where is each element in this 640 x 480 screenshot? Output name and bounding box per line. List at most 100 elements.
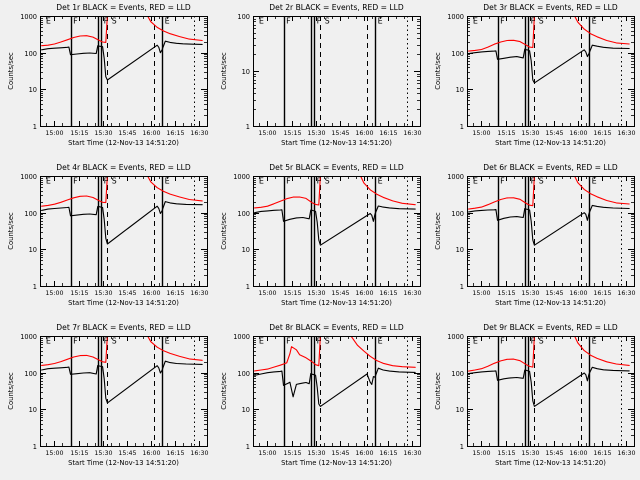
series-lld <box>41 16 203 47</box>
panel-title: Det 4r BLACK = Events, RED = LLD <box>56 163 191 172</box>
event-marker-label: F <box>104 17 109 26</box>
x-tick-label: 15:45 <box>332 130 350 137</box>
event-marker-label: S <box>325 17 330 26</box>
x-tick-label: 15:30 <box>308 450 326 457</box>
series-lld <box>254 176 417 209</box>
y-tick-label: 1 <box>246 443 250 451</box>
y-axis-label: Counts/sec <box>7 212 15 250</box>
event-marker-label: F <box>500 17 505 26</box>
y-tick-label: 1 <box>459 443 463 451</box>
y-tick-label: 100 <box>238 370 251 378</box>
chart-panel-8: Det 8r BLACK = Events, RED = LLD E F F S E 1 10… <box>213 320 427 480</box>
x-tick-label: 15:00 <box>259 450 277 457</box>
x-tick-label: 15:30 <box>94 290 112 297</box>
event-marker-label: E <box>472 177 477 186</box>
chart-panel-9: Det 9r BLACK = Events, RED = LLD E F F S E 1 10… <box>426 320 640 480</box>
panel-title: Det 7r BLACK = Events, RED = LLD <box>56 323 191 332</box>
plot-frame <box>466 16 635 127</box>
event-marker-label: F <box>530 177 535 186</box>
event-marker-label: S <box>538 17 543 26</box>
event-marker-label: F <box>317 177 322 186</box>
event-marker-label: E <box>46 337 51 346</box>
x-tick-label: 16:30 <box>404 290 422 297</box>
x-tick-label: 16:30 <box>190 290 208 297</box>
panel-title: Det 8r BLACK = Events, RED = LLD <box>270 323 405 332</box>
event-marker-label: E <box>46 17 51 26</box>
y-axis-label: Counts/sec <box>434 372 442 410</box>
x-tick-label: 15:00 <box>45 130 63 137</box>
x-tick-label: 15:00 <box>45 290 63 297</box>
event-marker-label: F <box>500 337 505 346</box>
plot-frame <box>40 176 208 287</box>
x-tick-label: 16:15 <box>593 290 611 297</box>
event-marker-label: S <box>538 177 543 186</box>
x-axis-label: Start Time (12-Nov-13 14:51:20) <box>68 139 179 147</box>
x-tick-label: 15:45 <box>118 130 136 137</box>
x-tick-label: 16:30 <box>617 130 635 137</box>
y-tick-label: 100 <box>451 50 464 58</box>
x-tick-label: 15:00 <box>259 130 277 137</box>
event-marker-label: F <box>317 337 322 346</box>
x-tick-label: 16:15 <box>166 450 184 457</box>
y-tick-label: 100 <box>238 13 251 21</box>
y-tick-label: 1000 <box>447 13 464 21</box>
event-marker-label: E <box>165 17 170 26</box>
plot-frame <box>40 336 208 447</box>
y-tick-label: 1 <box>33 283 37 291</box>
x-tick-label: 16:30 <box>617 290 635 297</box>
y-tick-label: 100 <box>238 210 251 218</box>
event-marker-label: F <box>317 17 322 26</box>
y-tick-label: 10 <box>242 406 250 414</box>
event-marker-label: E <box>378 177 383 186</box>
series-events <box>41 360 203 404</box>
y-tick-label: 1 <box>33 123 37 131</box>
x-tick-label: 16:15 <box>166 130 184 137</box>
event-marker-label: S <box>112 177 117 186</box>
event-marker-label: F <box>530 17 535 26</box>
x-tick-label: 15:00 <box>472 130 490 137</box>
series-lld <box>254 336 417 372</box>
y-tick-label: 10 <box>455 246 463 254</box>
x-tick-label: 15:00 <box>259 290 277 297</box>
event-marker-label: E <box>165 177 170 186</box>
panel-title: Det 9r BLACK = Events, RED = LLD <box>483 323 618 332</box>
event-marker-label: E <box>259 337 264 346</box>
x-tick-label: 15:00 <box>45 450 63 457</box>
x-tick-label: 15:30 <box>94 450 112 457</box>
x-tick-label: 15:45 <box>332 450 350 457</box>
y-tick-label: 10 <box>29 406 37 414</box>
series-lld <box>41 336 203 366</box>
panel-title: Det 5r BLACK = Events, RED = LLD <box>270 163 405 172</box>
event-marker-label: E <box>378 337 383 346</box>
series-events <box>41 201 203 245</box>
x-tick-label: 16:00 <box>569 290 587 297</box>
plot-frame <box>40 16 208 127</box>
y-axis-label: Counts/sec <box>220 52 228 90</box>
chart-panel-1: Det 1r BLACK = Events, RED = LLD E F F S E 1 10… <box>0 0 213 160</box>
event-marker-label: E <box>472 337 477 346</box>
x-tick-label: 16:15 <box>380 450 398 457</box>
event-marker-label: S <box>112 17 117 26</box>
plot-frame <box>466 176 635 287</box>
y-tick-label: 10 <box>455 406 463 414</box>
x-tick-label: 16:15 <box>380 290 398 297</box>
y-tick-label: 10 <box>29 86 37 94</box>
chart-panel-5: Det 5r BLACK = Events, RED = LLD E F F S E 1 10… <box>213 160 427 320</box>
x-axis-label: Start Time (12-Nov-13 14:51:20) <box>281 459 392 467</box>
series-events <box>467 366 630 407</box>
chart-panel-6: Det 6r BLACK = Events, RED = LLD E F F S E 1 10… <box>426 160 640 320</box>
y-tick-label: 100 <box>451 210 464 218</box>
event-marker-label: F <box>73 17 78 26</box>
x-tick-label: 15:15 <box>70 290 88 297</box>
event-marker-label: E <box>259 177 264 186</box>
plot-frame <box>253 176 422 287</box>
event-marker-label: E <box>472 17 477 26</box>
x-tick-label: 15:00 <box>472 450 490 457</box>
event-marker-label: F <box>530 337 535 346</box>
y-axis-label: Counts/sec <box>434 52 442 90</box>
y-tick-label: 100 <box>24 50 37 58</box>
y-axis-label: Counts/sec <box>7 52 15 90</box>
series-events <box>467 204 630 246</box>
series-lld <box>41 176 203 207</box>
x-tick-label: 16:00 <box>142 450 160 457</box>
